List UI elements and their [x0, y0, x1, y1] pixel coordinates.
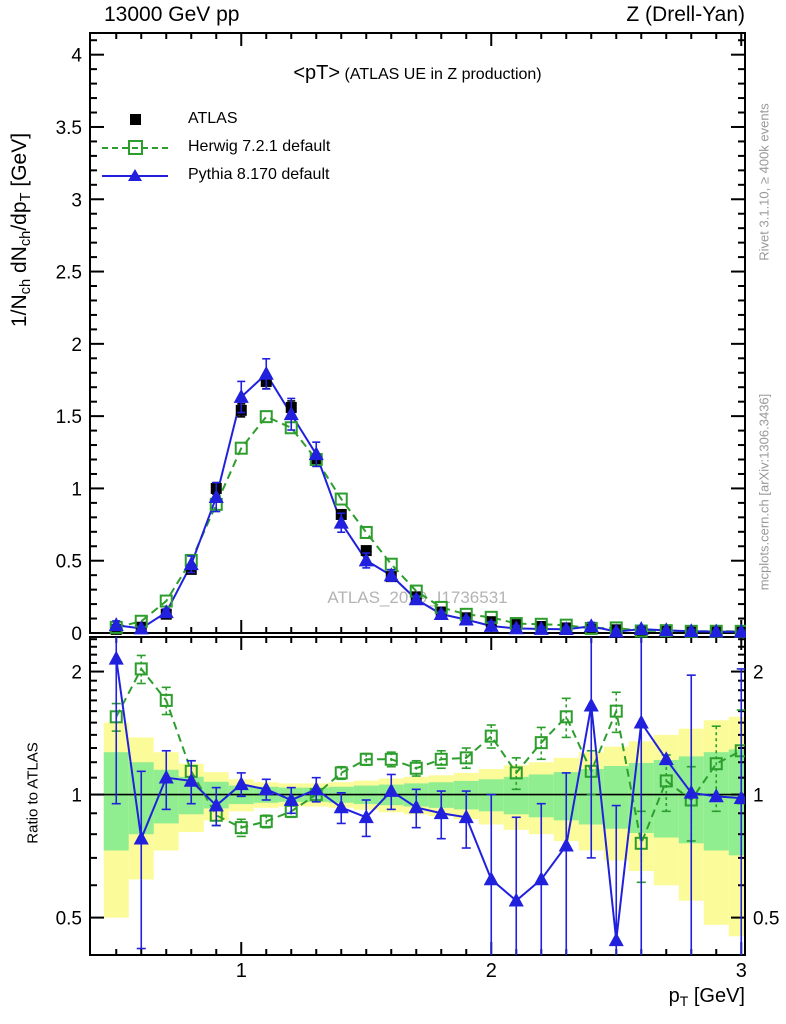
svg-text:2: 2: [71, 335, 82, 356]
legend-item-pythia: Pythia 8.170 default: [96, 161, 330, 189]
svg-text:1: 1: [71, 479, 82, 500]
svg-text:1: 1: [236, 960, 247, 982]
svg-text:0: 0: [71, 624, 82, 645]
svg-text:2.5: 2.5: [56, 263, 82, 284]
header-beam-energy: 13000 GeV pp: [104, 3, 240, 26]
svg-text:3: 3: [736, 960, 747, 982]
svg-text:2: 2: [71, 663, 82, 684]
svg-text:3: 3: [71, 190, 82, 211]
svg-text:1: 1: [753, 786, 764, 807]
legend-label-pythia: Pythia 8.170 default: [188, 166, 330, 183]
svg-text:4: 4: [71, 46, 82, 67]
plot-title: <pT> (ATLAS UE in Z production): [90, 62, 745, 85]
header-process: Z (Drell-Yan): [626, 3, 745, 26]
svg-text:1.5: 1.5: [56, 407, 82, 428]
svg-text:3.5: 3.5: [56, 118, 82, 139]
svg-text:2: 2: [486, 960, 497, 982]
svg-text:0.5: 0.5: [56, 552, 82, 573]
plot-title-context: (ATLAS UE in Z production): [344, 66, 542, 83]
svg-text:0.5: 0.5: [56, 909, 82, 930]
herwig-marker-icon: [96, 139, 174, 155]
svg-text:0.5: 0.5: [753, 909, 779, 930]
x-axis-label: pT [GeV]: [668, 985, 745, 1010]
svg-text:1: 1: [71, 786, 82, 807]
legend-item-herwig: Herwig 7.2.1 default: [96, 133, 330, 161]
legend-label-herwig: Herwig 7.2.1 default: [188, 138, 331, 155]
legend-label-atlas: ATLAS: [188, 110, 238, 127]
svg-text:2: 2: [753, 663, 764, 684]
plot-title-observable: <pT>: [293, 62, 341, 84]
legend-item-atlas: ATLAS: [96, 105, 330, 133]
legend: ATLAS Herwig 7.2.1 default Pythia 8.170 …: [96, 105, 330, 189]
atlas-marker-icon: [96, 113, 174, 125]
pythia-marker-icon: [96, 169, 174, 181]
